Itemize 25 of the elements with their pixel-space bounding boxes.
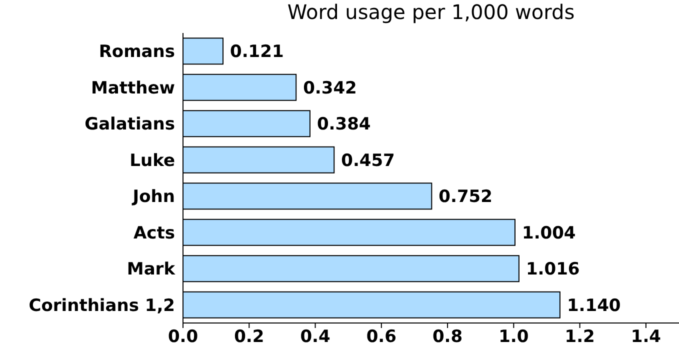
data-label: 1.140 <box>566 296 621 316</box>
y-tick-label: John <box>132 187 175 208</box>
y-tick-label: Matthew <box>91 78 176 98</box>
y-tick-label: Luke <box>130 150 175 171</box>
data-label: 0.457 <box>341 150 395 171</box>
x-tick-label: 0.4 <box>300 327 330 348</box>
data-label: 1.016 <box>526 260 580 280</box>
chart-title: Word usage per 1,000 words <box>286 0 576 24</box>
x-tick-label: 1.0 <box>498 327 529 348</box>
data-label: 1.004 <box>522 223 576 244</box>
y-tick-label: Galatians <box>84 114 175 135</box>
data-label: 0.121 <box>230 42 284 62</box>
x-tick-label: 0.6 <box>366 327 396 348</box>
data-label: 0.342 <box>303 78 357 98</box>
data-label: 0.384 <box>316 114 371 135</box>
x-tick-label: 0.8 <box>432 327 463 348</box>
y-tick-label: Mark <box>126 260 176 280</box>
x-tick-label: 0.0 <box>168 327 198 348</box>
x-tick-label: 1.4 <box>630 327 662 348</box>
x-tick-label: 0.2 <box>234 327 264 348</box>
y-tick-label: Romans <box>98 42 175 62</box>
y-tick-label: Corinthians 1,2 <box>28 296 175 316</box>
y-tick-label: Acts <box>134 223 175 244</box>
x-tick-label: 1.2 <box>564 327 595 348</box>
data-label: 0.752 <box>438 187 492 208</box>
